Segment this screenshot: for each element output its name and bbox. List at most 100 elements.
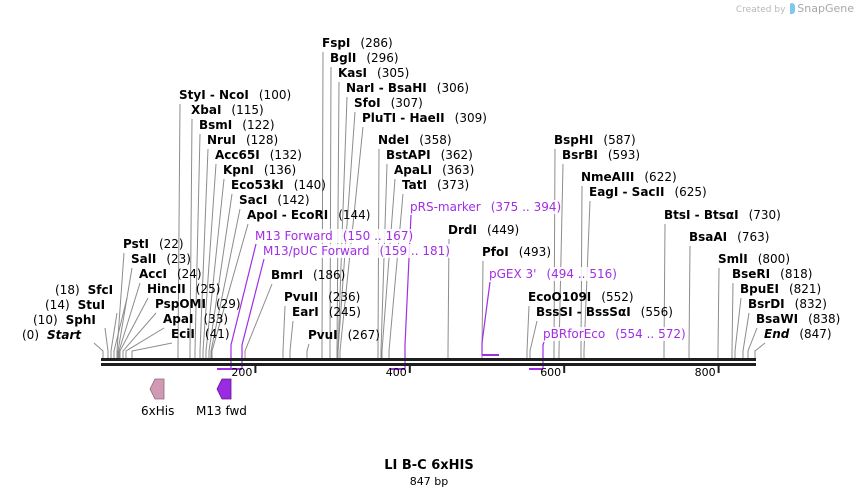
enzyme-name: ApaLI (394, 163, 433, 177)
site-label[interactable]: BsaWI (838) (756, 312, 840, 326)
enzyme-name: TatI (402, 178, 427, 192)
enzyme-name: EciI (171, 327, 195, 341)
enzyme-name: BtsI - BtsαI (664, 208, 739, 222)
feature-arrow-6xhis[interactable] (149, 378, 165, 400)
enzyme-name: XbaI (191, 103, 222, 117)
site-position: (847) (799, 327, 832, 341)
site-label[interactable]: DrdI (449) (448, 223, 519, 237)
site-label[interactable]: BmrI (186) (271, 268, 345, 282)
site-label[interactable]: Eco53kI (140) (231, 178, 326, 192)
enzyme-name: BsaWI (756, 312, 799, 326)
site-label[interactable]: BseRI (818) (732, 267, 812, 281)
enzyme-name: End (764, 327, 790, 341)
enzyme-name: PluTI - HaeII (362, 111, 445, 125)
site-label[interactable]: SacI (142) (239, 193, 310, 207)
site-label[interactable]: XbaI (115) (191, 103, 264, 117)
feature-arrow-m13-fwd[interactable] (216, 378, 232, 400)
site-label[interactable]: (10) SphI (33, 313, 96, 327)
dna-backbone[interactable] (101, 358, 756, 366)
site-label[interactable]: SfoI (307) (354, 96, 423, 110)
site-position: (286) (360, 36, 393, 50)
primer-label[interactable]: M13/pUC Forward (159 .. 181) (263, 244, 450, 258)
feature-arrows[interactable] (149, 378, 232, 400)
site-label[interactable]: HincII (25) (147, 282, 220, 296)
site-position: (556) (640, 305, 673, 319)
site-label[interactable]: TatI (373) (402, 178, 469, 192)
enzyme-name: PvuII (284, 290, 319, 304)
site-label[interactable]: EcoO109I (552) (528, 290, 634, 304)
site-label[interactable]: BsrDI (832) (748, 297, 827, 311)
site-label[interactable]: PfoI (493) (482, 245, 551, 259)
site-position: (309) (454, 111, 487, 125)
credit-prefix: Created by (735, 5, 786, 15)
site-label[interactable]: (14) StuI (45, 298, 105, 312)
site-label[interactable]: FspI (286) (322, 36, 393, 50)
site-label[interactable]: PspOMI (29) (155, 297, 241, 311)
site-label[interactable]: NruI (128) (207, 133, 278, 147)
site-label[interactable]: NdeI (358) (378, 133, 452, 147)
site-label[interactable]: PluTI - HaeII (309) (362, 111, 487, 125)
site-label[interactable]: StyI - NcoI (100) (179, 88, 291, 102)
enzyme-name: NarI - BsaHI (346, 81, 427, 95)
site-position: (140) (293, 178, 326, 192)
site-label[interactable]: BsaAI (763) (689, 230, 769, 244)
primer-label[interactable]: M13 Forward (150 .. 167) (255, 229, 414, 243)
enzyme-name: Acc65I (215, 148, 260, 162)
site-label[interactable]: (18) SfcI (55, 283, 113, 297)
site-label[interactable]: BsrBI (593) (562, 148, 640, 162)
site-label[interactable]: BpuEI (821) (740, 282, 821, 296)
site-position: (128) (245, 133, 279, 147)
site-label[interactable]: SalI (23) (131, 252, 191, 266)
site-position: (832) (794, 297, 827, 311)
enzyme-name: SphI (65, 313, 96, 327)
site-label[interactable]: ApaLI (363) (394, 163, 474, 177)
site-position: (136) (263, 163, 297, 177)
enzyme-name: StyI - NcoI (179, 88, 249, 102)
enzyme-name: BssSI - BssSαI (536, 305, 631, 319)
site-label[interactable]: BsmI (122) (199, 118, 275, 132)
feature-label[interactable]: M13 fwd (196, 404, 247, 418)
site-position: (14) (45, 298, 70, 312)
site-position: (33) (203, 312, 229, 326)
site-label[interactable]: PvuI (267) (308, 328, 380, 342)
site-label[interactable]: EarI (245) (292, 305, 361, 319)
site-position: (449) (486, 223, 520, 237)
primer-label[interactable]: pGEX 3' (494 .. 516) (489, 267, 617, 281)
site-label[interactable]: SmlI (800) (718, 252, 790, 266)
enzyme-name: EagI - SacII (589, 185, 665, 199)
site-label[interactable]: PvuII (236) (284, 290, 360, 304)
site-label[interactable]: PstI (22) (123, 237, 184, 251)
enzyme-name: SacI (239, 193, 268, 207)
site-label[interactable]: AccI (24) (139, 267, 202, 281)
site-label[interactable]: End (847) (764, 327, 832, 341)
site-label[interactable]: Acc65I (132) (215, 148, 302, 162)
site-label[interactable]: BspHI (587) (554, 133, 636, 147)
site-label[interactable]: NarI - BsaHI (306) (346, 81, 469, 95)
site-label[interactable]: BtsI - BtsαI (730) (664, 208, 781, 222)
site-position: (358) (419, 133, 452, 147)
site-position: (122) (242, 118, 275, 132)
primer-range: (375 .. 394) (490, 200, 562, 214)
site-position: (0) (22, 328, 39, 342)
site-label[interactable]: KpnI (136) (223, 163, 296, 177)
site-label[interactable]: ApoI - EcoRI (144) (247, 208, 370, 222)
site-label[interactable]: BssSI - BssSαI (556) (536, 305, 673, 319)
primer-label[interactable]: pRS-marker (375 .. 394) (410, 200, 562, 214)
site-label[interactable]: ApaI (33) (163, 312, 228, 326)
site-label[interactable]: NmeAIII (622) (581, 170, 677, 184)
site-position: (23) (166, 252, 191, 266)
enzyme-name: SalI (131, 252, 157, 266)
primer-label[interactable]: pBRforEco (554 .. 572) (543, 327, 686, 341)
site-label[interactable]: EagI - SacII (625) (589, 185, 707, 199)
site-label[interactable]: BstAPI (362) (386, 148, 473, 162)
site-label[interactable]: EciI (41) (171, 327, 230, 341)
site-label[interactable]: KasI (305) (338, 66, 409, 80)
site-position: (144) (338, 208, 371, 222)
site-position: (763) (737, 230, 770, 244)
site-label[interactable]: BglI (296) (330, 51, 399, 65)
enzyme-name: BpuEI (740, 282, 779, 296)
site-label[interactable]: (0) Start (22, 328, 81, 342)
site-position: (132) (269, 148, 302, 162)
feature-label[interactable]: 6xHis (141, 404, 175, 418)
enzyme-name: ApaI (163, 312, 194, 326)
